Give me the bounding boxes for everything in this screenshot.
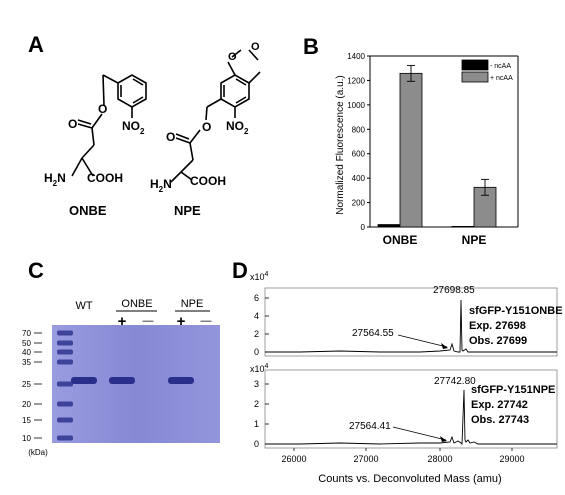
onbe-name: ONBE bbox=[69, 203, 107, 218]
bottom-y-tick-label: 0 bbox=[254, 439, 259, 449]
panel-label-d: D bbox=[232, 258, 248, 283]
legend-label-1: + ncAA bbox=[490, 75, 513, 82]
npe-amine-label: H2N bbox=[150, 177, 172, 194]
bottom-spectrum-trace bbox=[265, 389, 557, 446]
lane-label-wt: WT bbox=[75, 300, 92, 312]
bottom-minor-peak-label: 27564.41 bbox=[349, 421, 391, 432]
ladder-label: 20 bbox=[22, 400, 31, 409]
top-y-tick-label: 6 bbox=[254, 293, 259, 303]
npe-ester-oxygen: O bbox=[202, 120, 211, 134]
top-spectrum-trace bbox=[265, 299, 557, 353]
y-tick-label: 600 bbox=[352, 150, 366, 159]
y-tick-label: 1000 bbox=[347, 101, 365, 110]
npe-minus-label: — bbox=[201, 315, 212, 327]
y-tick-label: 0 bbox=[361, 223, 366, 232]
lane-label-onbe: ONBE bbox=[121, 298, 152, 310]
npe-dioxole-o1: O bbox=[228, 51, 237, 63]
panel-label-c: C bbox=[28, 258, 44, 283]
onbe-plus-label: + bbox=[118, 313, 127, 330]
top-minor-peak-label: 27564.55 bbox=[352, 328, 394, 339]
legend-swatch-0 bbox=[461, 59, 489, 71]
npe-plus-label: + bbox=[177, 313, 186, 330]
x-tick-label: 29000 bbox=[499, 454, 524, 464]
ladder-label: 25 bbox=[22, 380, 31, 389]
npe-dioxole-o2: O bbox=[251, 41, 260, 53]
gel-unit-label: (kDa) bbox=[28, 448, 48, 457]
top-y-tick-label: 0 bbox=[254, 347, 259, 357]
y-axis-label: Normalized Fluorescence (a.u.) bbox=[335, 75, 346, 215]
legend-swatch-1 bbox=[461, 71, 489, 83]
onbe-ester-oxygen: O bbox=[98, 102, 107, 116]
onbe-minus-label: — bbox=[143, 315, 154, 327]
x-tick-label: 28000 bbox=[427, 454, 452, 464]
x-tick-label: 27000 bbox=[353, 454, 378, 464]
ladder-label: 15 bbox=[22, 416, 31, 425]
top-expected-mass: Exp. 27698 bbox=[469, 320, 526, 332]
ladder-band bbox=[57, 435, 73, 441]
ladder-band bbox=[57, 417, 73, 423]
top-y-tick-label: 4 bbox=[254, 311, 259, 321]
chemical-structures: O O NO2 H2N COOH ONBE O O O O NO2 H2N CO… bbox=[44, 41, 261, 218]
onbe-structure bbox=[71, 49, 261, 183]
top-y-tick-label: 2 bbox=[254, 329, 259, 339]
top-observed-mass: Obs. 27699 bbox=[469, 335, 527, 347]
panel-label-a: A bbox=[28, 32, 44, 57]
y-tick-label: 800 bbox=[352, 125, 366, 134]
panel-label-b: B bbox=[303, 34, 319, 59]
top-spectrum-title: sfGFP-Y151ONBE bbox=[469, 305, 563, 317]
top-multiplier: x104 bbox=[250, 271, 269, 282]
x-tick-label-npe: NPE bbox=[462, 233, 487, 247]
mass-x-axis-label: Counts vs. Deconvoluted Mass (amu) bbox=[318, 473, 501, 485]
y-tick-label: 1400 bbox=[347, 52, 365, 61]
y-tick-label: 400 bbox=[352, 174, 366, 183]
top-spectrum-frame bbox=[264, 287, 558, 357]
bottom-major-peak-label: 27742.80 bbox=[434, 376, 476, 387]
bottom-expected-mass: Exp. 27742 bbox=[471, 399, 528, 411]
bottom-y-tick-label: 2 bbox=[254, 399, 259, 409]
onbe-carbonyl-oxygen: O bbox=[68, 117, 77, 131]
x-tick-label: 26000 bbox=[281, 454, 306, 464]
ladder-label: 35 bbox=[22, 358, 31, 367]
bottom-multiplier: x104 bbox=[250, 363, 269, 374]
ladder-band bbox=[57, 359, 73, 365]
x-tick-label-onbe: ONBE bbox=[383, 233, 418, 247]
lane-label-npe: NPE bbox=[181, 298, 204, 310]
ladder-label: 70 bbox=[22, 329, 31, 338]
bottom-observed-mass: Obs. 27743 bbox=[471, 414, 529, 426]
legend-label-0: - ncAA bbox=[490, 63, 511, 70]
protein-band bbox=[168, 377, 194, 384]
y-tick-label: 200 bbox=[352, 199, 366, 208]
ladder-label: 40 bbox=[22, 348, 31, 357]
ladder-band bbox=[57, 330, 73, 336]
npe-nitro-label: NO2 bbox=[226, 119, 249, 136]
onbe-acid-label: COOH bbox=[87, 171, 123, 185]
protein-band bbox=[109, 377, 135, 384]
bottom-y-tick-label: 3 bbox=[254, 379, 259, 389]
y-tick-label: 1200 bbox=[347, 76, 365, 85]
bottom-spectrum-title: sfGFP-Y151NPE bbox=[471, 384, 555, 396]
npe-acid-label: COOH bbox=[190, 174, 226, 188]
top-major-peak-label: 27698.85 bbox=[433, 285, 475, 296]
ladder-band bbox=[57, 381, 73, 387]
fluorescence-bar-chart: Normalized Fluorescence (a.u.) 0 200 400 60… bbox=[335, 52, 519, 247]
npe-carbonyl-oxygen: O bbox=[166, 130, 175, 144]
bottom-spectrum-frame bbox=[264, 369, 558, 449]
ladder-label: 10 bbox=[22, 434, 31, 443]
ladder-band bbox=[57, 349, 73, 355]
ladder-band bbox=[57, 401, 73, 407]
onbe-amine-label: H2N bbox=[44, 171, 66, 188]
npe-name: NPE bbox=[174, 203, 201, 218]
onbe-nitro-label: NO2 bbox=[122, 119, 145, 136]
protein-band bbox=[71, 377, 97, 384]
bottom-y-tick-label: 1 bbox=[254, 419, 259, 429]
ladder-band bbox=[57, 340, 73, 346]
ladder-label: 50 bbox=[22, 339, 31, 348]
